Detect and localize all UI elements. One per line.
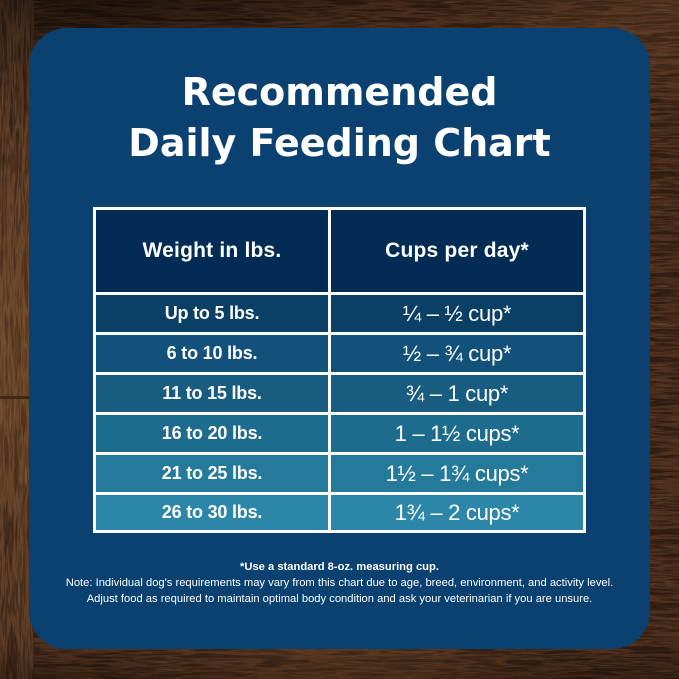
table-cell-cups-2: ½ – ¾ cup* [331,335,583,372]
table-cell-cups-1: ¼ – ½ cup* [331,295,583,332]
table-cell-weight-3: 11 to 15 lbs. [96,375,328,412]
table-cell-weight-6: 26 to 30 lbs. [96,495,328,530]
table-cell-weight-4: 16 to 20 lbs. [96,415,328,452]
table-cell-weight-1: Up to 5 lbs. [96,295,328,332]
feeding-table: Weight in lbs. Cups per day* Up to 5 lbs… [93,207,586,533]
feeding-chart-panel: Recommended Daily Feeding Chart Weight i… [29,28,650,649]
table-cell-weight-5: 21 to 25 lbs. [96,455,328,492]
table-cell-cups-3: ¾ – 1 cup* [331,375,583,412]
chart-title-line2: Daily Feeding Chart [128,121,551,165]
footnote-measuring-cup: *Use a standard 8-oz. measuring cup. [240,561,439,573]
footnote-note-line1: Note: Individual dog's requirements may … [65,577,614,589]
footnote-note-line2: Adjust food as required to maintain opti… [86,593,593,605]
column-header-weight: Weight in lbs. [96,210,328,292]
table-cell-cups-5: 1½ – 1¾ cups* [331,455,583,492]
chart-title-line1: Recommended [181,70,498,114]
table-cell-weight-2: 6 to 10 lbs. [96,335,328,372]
table-cell-cups-6: 1¾ – 2 cups* [331,495,583,530]
table-cell-cups-4: 1 – 1½ cups* [331,415,583,452]
column-header-cups: Cups per day* [331,210,583,292]
footnotes: *Use a standard 8-oz. measuring cup. Not… [29,559,650,607]
chart-title: Recommended Daily Feeding Chart [29,67,650,169]
